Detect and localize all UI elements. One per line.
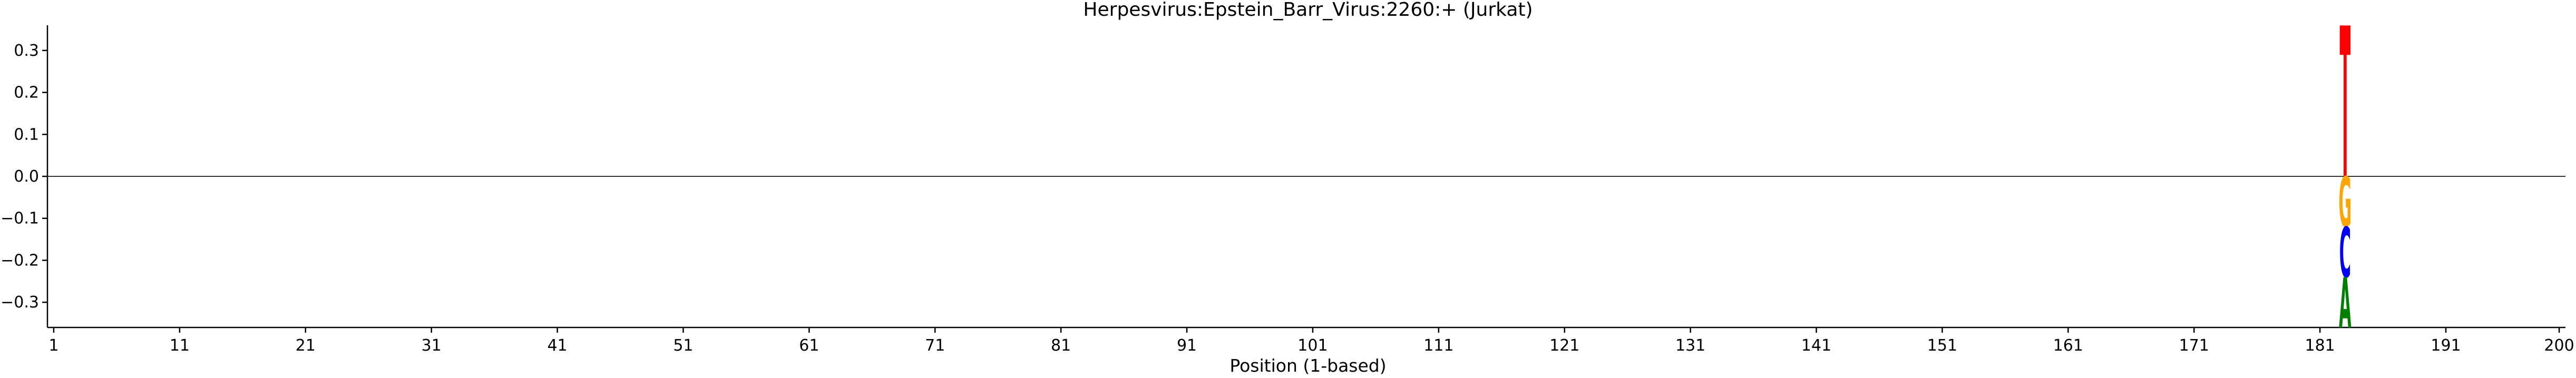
x-tick-label: 11	[170, 336, 190, 355]
x-tick-label: 171	[2179, 336, 2209, 355]
logo-letter-g: G	[2338, 164, 2351, 244]
y-tick-label: 0.2	[14, 84, 39, 102]
y-tick-label: −0.3	[1, 293, 39, 312]
x-tick-label: 141	[1801, 336, 1831, 355]
x-tick-label: 101	[1297, 336, 1328, 355]
y-tick-label: 0.1	[14, 125, 39, 144]
x-tick-label: 131	[1675, 336, 1705, 355]
x-tick-label: 21	[296, 336, 316, 355]
x-tick-label: 81	[1051, 336, 1071, 355]
y-tick-label: 0.3	[14, 42, 39, 60]
x-tick-label: 91	[1177, 336, 1197, 355]
y-tick-label: 0.0	[14, 167, 39, 186]
x-tick-label: 71	[925, 336, 945, 355]
x-tick-label: 61	[799, 336, 819, 355]
y-tick-label: −0.1	[1, 210, 39, 228]
x-tick-label: 1	[48, 336, 58, 355]
x-tick-label: 191	[2431, 336, 2461, 355]
logo-letter-c: C	[2339, 214, 2351, 294]
logo-letter-a: A	[2339, 264, 2351, 344]
x-tick-label: 200	[2544, 336, 2574, 355]
chart-title: Herpesvirus:Epstein_Barr_Virus:2260:+ (J…	[1083, 0, 1533, 21]
x-tick-label: 181	[2305, 336, 2335, 355]
x-tick-label: 31	[422, 336, 442, 355]
y-axis: 0.3 0.2 0.1 0.0 −0.1 −0.2 −0.3	[1, 25, 48, 327]
x-tick-label: 111	[1423, 336, 1453, 355]
y-tick-label: −0.2	[1, 251, 39, 270]
x-tick-label: 41	[547, 336, 567, 355]
x-tick-label: 51	[673, 336, 693, 355]
x-tick-label: 121	[1549, 336, 1579, 355]
x-tick-label: 161	[2053, 336, 2083, 355]
x-tick-label: 151	[1927, 336, 1957, 355]
x-axis: 1 11 21 31 41 51 61 71 81 91 101 111 121 131 141 151 161…	[47, 326, 2574, 355]
logo-letter-t: T	[2340, 0, 2351, 225]
x-axis-title: Position (1-based)	[1230, 355, 1386, 376]
